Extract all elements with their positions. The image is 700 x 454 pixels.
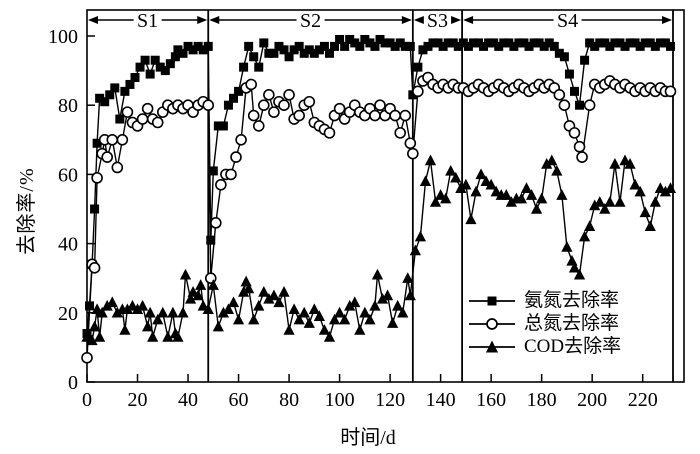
svg-text:S4: S4 — [557, 10, 578, 32]
svg-text:120: 120 — [375, 389, 405, 411]
svg-text:S2: S2 — [300, 10, 321, 32]
legend-label: 氨氮去除率 — [524, 290, 620, 311]
legend: 氨氮去除率 总氮去除率 COD去除率 — [468, 290, 621, 359]
svg-text:0: 0 — [68, 372, 78, 394]
plot-border — [86, 9, 685, 383]
series-1-open-circle — [81, 71, 677, 364]
svg-text:140: 140 — [426, 389, 456, 411]
svg-text:100: 100 — [325, 389, 355, 411]
square-marker-icon — [469, 296, 515, 306]
svg-text:0: 0 — [82, 389, 92, 411]
svg-text:80: 80 — [279, 389, 299, 411]
svg-text:S3: S3 — [427, 10, 448, 32]
svg-text:S1: S1 — [137, 10, 158, 32]
svg-text:20: 20 — [58, 303, 78, 325]
svg-text:40: 40 — [178, 389, 198, 411]
legend-item: 氨氮去除率 — [468, 290, 621, 312]
svg-text:160: 160 — [476, 389, 506, 411]
y-axis: 0 20 40 60 80 100 — [48, 26, 95, 394]
svg-text:60: 60 — [229, 389, 249, 411]
x-axis: 0 20 40 60 80 100 120 140 160 180 200 220 — [82, 374, 658, 411]
x-axis-label: 时间/d — [340, 427, 396, 449]
svg-text:40: 40 — [58, 234, 78, 256]
svg-text:220: 220 — [628, 389, 658, 411]
legend-label: COD去除率 — [524, 336, 622, 357]
svg-text:200: 200 — [577, 389, 607, 411]
legend-item: 总氮去除率 — [468, 313, 621, 335]
phase-arrows: S1 S2 S3 S4 — [88, 10, 672, 32]
circle-marker-icon — [469, 318, 515, 330]
y-axis-label: 去除率/% — [16, 167, 38, 255]
triangle-marker-icon — [469, 340, 515, 353]
svg-text:20: 20 — [128, 389, 148, 411]
series-2-filled-triangle — [81, 154, 677, 346]
svg-text:100: 100 — [48, 26, 78, 48]
svg-text:60: 60 — [58, 164, 78, 186]
legend-label: 总氮去除率 — [524, 313, 620, 334]
legend-item: COD去除率 — [468, 336, 621, 358]
svg-text:180: 180 — [527, 389, 557, 411]
svg-text:80: 80 — [58, 95, 78, 117]
